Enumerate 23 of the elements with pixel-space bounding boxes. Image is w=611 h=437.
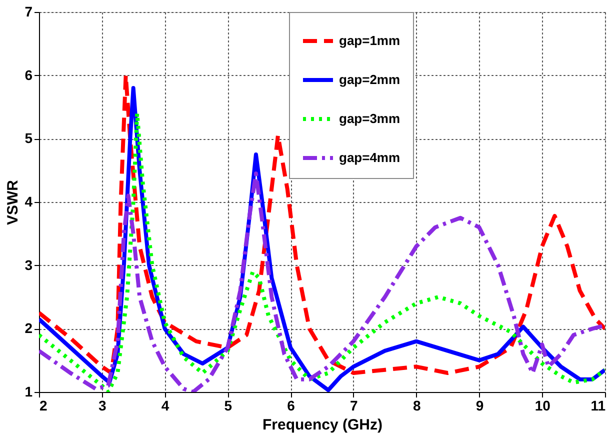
legend-label: gap=1mm — [339, 33, 400, 48]
x-tick-label: 7 — [350, 398, 358, 414]
x-tick-label: 9 — [476, 398, 484, 414]
x-axis-title: Frequency (GHz) — [262, 416, 383, 434]
x-tick-label: 5 — [224, 398, 232, 414]
y-tick-label: 7 — [24, 4, 33, 20]
y-tick-label: 3 — [24, 256, 33, 273]
y-tick-label: 2 — [24, 320, 33, 336]
x-tick-label: 8 — [412, 398, 421, 414]
x-tick-label: 3 — [98, 398, 106, 414]
x-tick-label: 4 — [161, 398, 170, 414]
y-tick-label: 1 — [24, 384, 33, 400]
legend-label: gap=2mm — [339, 72, 400, 87]
legend-label: gap=3mm — [339, 111, 400, 126]
legend-label: gap=4mm — [339, 150, 400, 165]
x-tick-label: 6 — [287, 398, 296, 414]
x-tick-label: 10 — [534, 398, 551, 414]
y-axis-title: VSWR — [4, 180, 22, 225]
x-tick-label: 2 — [40, 398, 48, 414]
x-tick-label: 11 — [590, 398, 606, 414]
y-tick-label: 6 — [24, 66, 33, 83]
y-tick-label: 5 — [24, 130, 33, 146]
y-tick-label: 4 — [24, 194, 33, 210]
